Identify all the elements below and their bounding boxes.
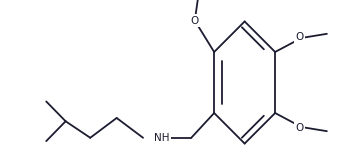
Text: O: O xyxy=(296,123,304,133)
Text: NH: NH xyxy=(153,133,169,143)
Text: O: O xyxy=(191,16,199,26)
Text: O: O xyxy=(296,32,304,42)
